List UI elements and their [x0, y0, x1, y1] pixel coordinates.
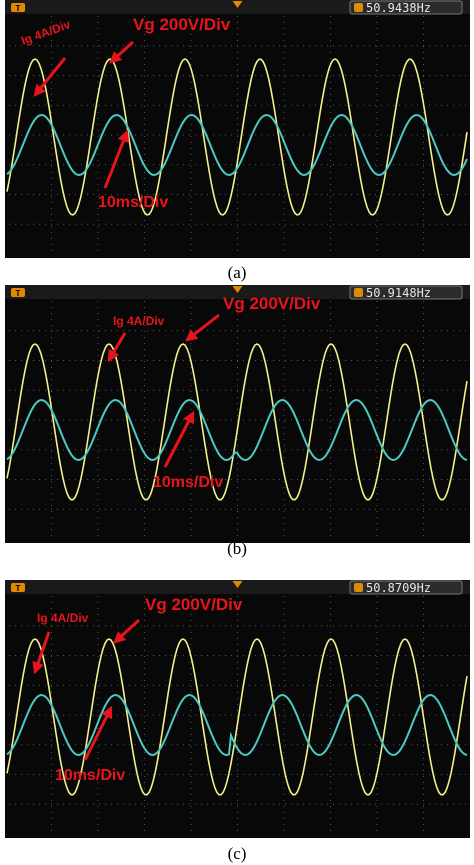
time-scale-label: 10ms/Div	[153, 474, 223, 491]
current-scale-label: Ig 4A/Div	[37, 611, 89, 625]
annotation-arrow	[83, 705, 113, 761]
voltage-scale-label: Vg 200V/Div	[133, 15, 231, 34]
time-scale-label: 10ms/Div	[55, 767, 125, 784]
freq-box	[349, 580, 463, 595]
annotation-arrow	[103, 129, 130, 189]
trigger-icon	[11, 583, 25, 592]
trigger-marker	[232, 286, 243, 293]
current-trace	[6, 398, 468, 462]
voltage-scale-label: Vg 200V/Div	[145, 595, 243, 614]
current-trace	[6, 693, 468, 757]
annotation-arrow	[33, 57, 67, 97]
annotation-arrow	[109, 40, 135, 64]
annotation-arrow	[113, 618, 141, 644]
voltage-trace	[6, 343, 468, 501]
frequency-readout: 50.8709Hz	[366, 581, 431, 595]
panel-caption: (a)	[228, 263, 247, 282]
panel-caption: (c)	[228, 844, 247, 863]
time-scale-label: 10ms/Div	[98, 194, 168, 211]
scope-screen	[5, 0, 470, 258]
current-scale-label: Ig 4A/Div	[113, 314, 165, 328]
freq-box	[349, 285, 463, 300]
annotation-arrow	[32, 631, 51, 675]
trigger-marker	[232, 1, 243, 8]
trigger-icon-text: T	[16, 289, 21, 298]
scope-panel: T 50.9148Hz Ig 4A/Div Vg 200V/Div 10ms/Div	[5, 285, 470, 543]
freq-box	[349, 0, 463, 15]
trigger-icon-text: T	[16, 4, 21, 13]
freq-icon	[354, 288, 363, 297]
frequency-readout: 50.9438Hz	[366, 1, 431, 15]
voltage-trace	[6, 638, 468, 796]
voltage-scale-label: Vg 200V/Div	[223, 294, 321, 313]
trigger-icon	[11, 288, 25, 297]
trigger-icon	[11, 3, 25, 12]
annotation-arrow	[107, 332, 127, 363]
trigger-marker	[232, 581, 243, 588]
freq-icon	[354, 3, 363, 12]
frequency-readout: 50.9148Hz	[366, 286, 431, 300]
annotation-arrow	[185, 313, 220, 342]
current-trace	[6, 113, 468, 177]
voltage-trace	[6, 58, 468, 216]
scope-panel: T 50.8709Hz Ig 4A/Div Vg 200V/Div 10ms/Div	[5, 580, 470, 838]
scope-screen	[5, 285, 470, 543]
freq-icon	[354, 583, 363, 592]
annotation-arrow	[163, 410, 195, 468]
trigger-icon-text: T	[16, 584, 21, 593]
panel-caption: (b)	[227, 539, 247, 558]
